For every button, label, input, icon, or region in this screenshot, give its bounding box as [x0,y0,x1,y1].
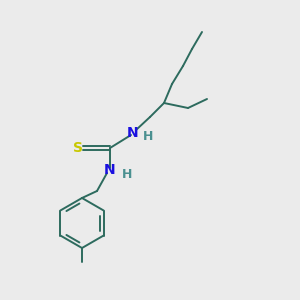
Text: H: H [122,169,132,182]
Text: S: S [73,141,83,155]
Text: N: N [127,126,139,140]
Text: H: H [143,130,153,142]
Text: N: N [104,163,116,177]
